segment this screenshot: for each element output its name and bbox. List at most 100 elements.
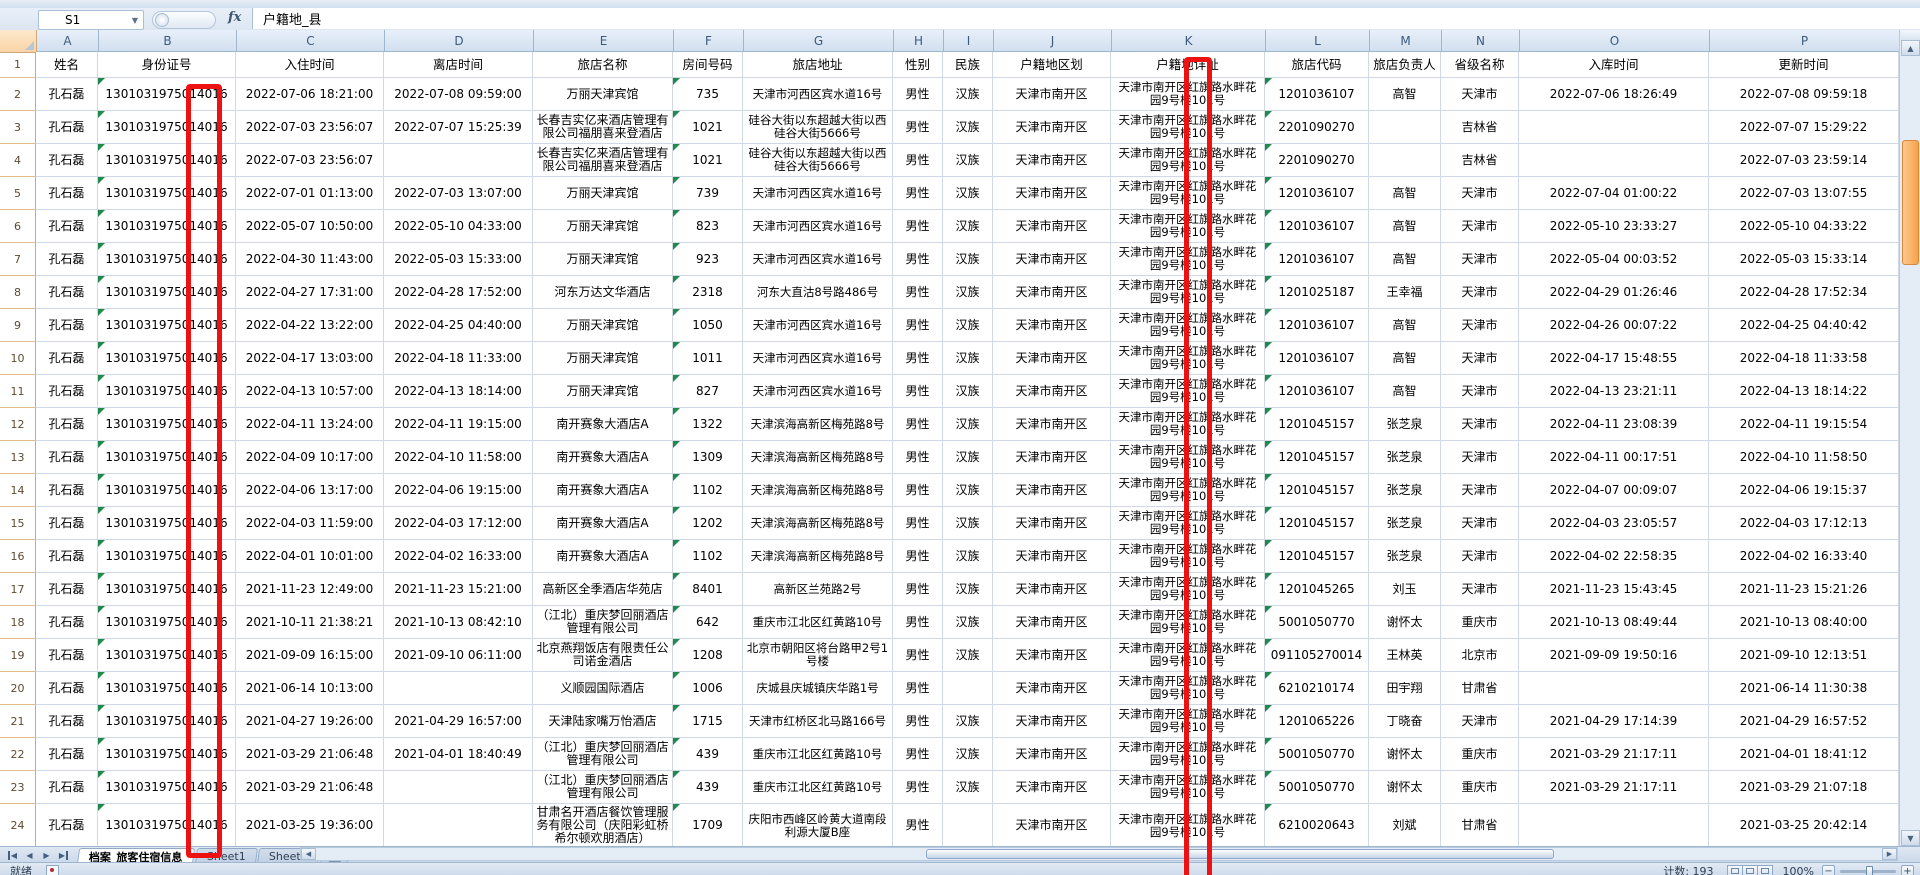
cell-P12[interactable]: 2022-04-11 19:15:54 (1709, 408, 1899, 441)
cell-J11[interactable]: 天津市南开区 (993, 375, 1111, 408)
cell-J6[interactable]: 天津市南开区 (993, 210, 1111, 243)
cell-P5[interactable]: 2022-07-03 13:07:55 (1709, 177, 1899, 210)
cell-M7[interactable]: 高智 (1369, 243, 1441, 276)
cell-N21[interactable]: 天津市 (1441, 705, 1519, 738)
cell-M3[interactable] (1369, 111, 1441, 144)
cell-C8[interactable]: 2022-04-27 17:31:00 (236, 276, 384, 309)
cell-P18[interactable]: 2021-10-13 08:40:00 (1709, 606, 1899, 639)
cell-K17[interactable]: 天津市南开区红旗路水畔花园9号楼101号 (1111, 573, 1265, 606)
cell-A11[interactable]: 孔石磊 (36, 375, 98, 408)
cell-B13[interactable]: 1301031975014016 (98, 441, 236, 474)
cell-A5[interactable]: 孔石磊 (36, 177, 98, 210)
cell-E16[interactable]: 南开赛象大酒店A (533, 540, 673, 573)
cell-F5[interactable]: 739 (673, 177, 743, 210)
cell-E12[interactable]: 南开赛象大酒店A (533, 408, 673, 441)
cell-I18[interactable]: 汉族 (943, 606, 993, 639)
cell-P13[interactable]: 2022-04-10 11:58:50 (1709, 441, 1899, 474)
cell-G9[interactable]: 天津市河西区宾水道16号 (743, 309, 893, 342)
cell-F20[interactable]: 1006 (673, 672, 743, 705)
cell-J9[interactable]: 天津市南开区 (993, 309, 1111, 342)
column-header-P[interactable]: P (1710, 30, 1900, 52)
cell-J4[interactable]: 天津市南开区 (993, 144, 1111, 177)
cell-K22[interactable]: 天津市南开区红旗路水畔花园9号楼101号 (1111, 738, 1265, 771)
cell-M23[interactable]: 谢怀太 (1369, 771, 1441, 804)
cell-E15[interactable]: 南开赛象大酒店A (533, 507, 673, 540)
row-header-8[interactable]: 8 (0, 276, 36, 309)
macro-record-icon[interactable] (46, 865, 59, 875)
cell-N15[interactable]: 天津市 (1441, 507, 1519, 540)
vertical-scrollbar[interactable]: ▲ ▼ (1899, 30, 1920, 846)
cell-P15[interactable]: 2022-04-03 17:12:13 (1709, 507, 1899, 540)
cell-A4[interactable]: 孔石磊 (36, 144, 98, 177)
cell-B15[interactable]: 1301031975014016 (98, 507, 236, 540)
cell-G12[interactable]: 天津滨海高新区梅苑路8号 (743, 408, 893, 441)
row-header-13[interactable]: 13 (0, 441, 36, 474)
cell-P23[interactable]: 2021-03-29 21:07:18 (1709, 771, 1899, 804)
cell-M1[interactable]: 旅店负责人 (1369, 52, 1441, 78)
cell-J5[interactable]: 天津市南开区 (993, 177, 1111, 210)
cell-H2[interactable]: 男性 (893, 78, 943, 111)
cell-H10[interactable]: 男性 (893, 342, 943, 375)
cell-K8[interactable]: 天津市南开区红旗路水畔花园9号楼101号 (1111, 276, 1265, 309)
cell-H22[interactable]: 男性 (893, 738, 943, 771)
cell-L19[interactable]: 091105270014 (1265, 639, 1369, 672)
cell-M13[interactable]: 张芝泉 (1369, 441, 1441, 474)
cell-G5[interactable]: 天津市河西区宾水道16号 (743, 177, 893, 210)
cell-G17[interactable]: 高新区兰苑路2号 (743, 573, 893, 606)
cell-I24[interactable] (943, 804, 993, 848)
cell-G2[interactable]: 天津市河西区宾水道16号 (743, 78, 893, 111)
cell-J12[interactable]: 天津市南开区 (993, 408, 1111, 441)
cell-H16[interactable]: 男性 (893, 540, 943, 573)
cell-J21[interactable]: 天津市南开区 (993, 705, 1111, 738)
cell-B21[interactable]: 1301031975014016 (98, 705, 236, 738)
cell-F23[interactable]: 439 (673, 771, 743, 804)
page-layout-view-button[interactable] (1741, 865, 1758, 875)
cell-F4[interactable]: 1021 (673, 144, 743, 177)
scroll-up-icon[interactable]: ▲ (1901, 40, 1920, 56)
row-header-15[interactable]: 15 (0, 507, 36, 540)
cell-E9[interactable]: 万丽天津宾馆 (533, 309, 673, 342)
cell-F3[interactable]: 1021 (673, 111, 743, 144)
cell-I21[interactable]: 汉族 (943, 705, 993, 738)
cell-G15[interactable]: 天津滨海高新区梅苑路8号 (743, 507, 893, 540)
cell-D17[interactable]: 2021-11-23 15:21:00 (384, 573, 533, 606)
column-header-J[interactable]: J (994, 30, 1112, 52)
cell-D19[interactable]: 2021-09-10 06:11:00 (384, 639, 533, 672)
cell-G11[interactable]: 天津市河西区宾水道16号 (743, 375, 893, 408)
column-header-M[interactable]: M (1370, 30, 1442, 52)
cell-B3[interactable]: 1301031975014016 (98, 111, 236, 144)
name-box-dropdown-icon[interactable]: ▼ (131, 15, 139, 25)
cell-P2[interactable]: 2022-07-08 09:59:18 (1709, 78, 1899, 111)
cell-J24[interactable]: 天津市南开区 (993, 804, 1111, 848)
cell-D10[interactable]: 2022-04-18 11:33:00 (384, 342, 533, 375)
cell-B11[interactable]: 1301031975014016 (98, 375, 236, 408)
cell-O13[interactable]: 2022-04-11 00:17:51 (1519, 441, 1709, 474)
cell-M10[interactable]: 高智 (1369, 342, 1441, 375)
cell-F18[interactable]: 642 (673, 606, 743, 639)
cell-D18[interactable]: 2021-10-13 08:42:10 (384, 606, 533, 639)
cell-O22[interactable]: 2021-03-29 21:17:11 (1519, 738, 1709, 771)
cell-A24[interactable]: 孔石磊 (36, 804, 98, 848)
cell-E24[interactable]: 甘肃名开酒店餐饮管理服务有限公司（庆阳彩虹桥希尔顿欢朋酒店） (533, 804, 673, 848)
cell-B4[interactable]: 1301031975014016 (98, 144, 236, 177)
cell-P20[interactable]: 2021-06-14 11:30:38 (1709, 672, 1899, 705)
cell-F14[interactable]: 1102 (673, 474, 743, 507)
cell-I14[interactable]: 汉族 (943, 474, 993, 507)
cell-N16[interactable]: 天津市 (1441, 540, 1519, 573)
row-header-17[interactable]: 17 (0, 573, 36, 606)
cell-J1[interactable]: 户籍地区划 (993, 52, 1111, 78)
cell-N20[interactable]: 甘肃省 (1441, 672, 1519, 705)
cell-L13[interactable]: 1201045157 (1265, 441, 1369, 474)
cell-M9[interactable]: 高智 (1369, 309, 1441, 342)
cell-O11[interactable]: 2022-04-13 23:21:11 (1519, 375, 1709, 408)
cell-G23[interactable]: 重庆市江北区红黄路10号 (743, 771, 893, 804)
cell-O1[interactable]: 入库时间 (1519, 52, 1709, 78)
cell-I11[interactable]: 汉族 (943, 375, 993, 408)
cell-N24[interactable]: 甘肃省 (1441, 804, 1519, 848)
cell-N10[interactable]: 天津市 (1441, 342, 1519, 375)
cell-E8[interactable]: 河东万达文华酒店 (533, 276, 673, 309)
cell-H24[interactable]: 男性 (893, 804, 943, 848)
cell-L22[interactable]: 5001050770 (1265, 738, 1369, 771)
cell-C20[interactable]: 2021-06-14 10:13:00 (236, 672, 384, 705)
cell-K18[interactable]: 天津市南开区红旗路水畔花园9号楼101号 (1111, 606, 1265, 639)
